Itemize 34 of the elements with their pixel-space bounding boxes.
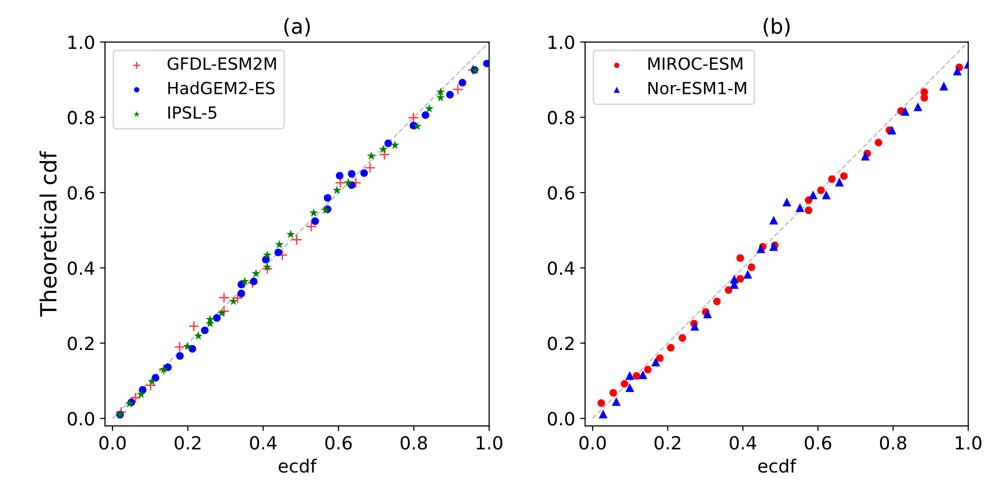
y-tick-label: 0.4 (68, 261, 94, 275)
y-tick-label: 0.8 (68, 110, 94, 124)
x-axis-title: ecdf (278, 458, 317, 473)
y-tick-label: 0.4 (548, 261, 574, 275)
x-tick-label: 0.6 (804, 436, 832, 450)
y-tick-label: 1.0 (68, 36, 94, 50)
x-tick-label: 0.8 (400, 436, 427, 450)
y-tick-label: 0.2 (68, 336, 94, 350)
legend-label: Nor-ESM1-M (648, 82, 746, 94)
legend-label: GFDL-ESM2M (168, 57, 276, 70)
y-tick-label: 0.0 (548, 412, 574, 426)
chart-title: (b) (764, 18, 790, 36)
y-tick-label: 0.6 (548, 186, 574, 200)
y-axis-title: Theoretical cdf (40, 150, 57, 317)
legend-label: IPSL-5 (168, 106, 216, 119)
x-tick-label: 0.0 (579, 436, 606, 450)
x-tick-label: 1.0 (956, 436, 982, 450)
y-tick-label: 0.8 (548, 110, 574, 124)
x-tick-label: 0.2 (174, 436, 200, 450)
x-tick-label: 0.2 (654, 436, 680, 450)
x-tick-label: 0.4 (250, 436, 277, 450)
y-tick-label: 1.0 (548, 36, 574, 50)
legend-label: MIROC-ESM (648, 57, 742, 70)
x-tick-label: 0.8 (880, 436, 906, 450)
chart-title: (a) (284, 18, 310, 36)
x-axis-title: ecdf (758, 458, 796, 473)
y-tick-label: 0.6 (68, 186, 94, 200)
x-tick-label: 0.6 (325, 436, 352, 450)
x-tick-label: 0.0 (99, 436, 126, 450)
legend-label: HadGEM2-ES (168, 82, 275, 94)
y-tick-label: 0.2 (548, 336, 574, 350)
x-tick-label: 1.0 (476, 436, 502, 450)
x-tick-label: 0.4 (730, 436, 756, 450)
y-tick-label: 0.0 (68, 412, 94, 426)
